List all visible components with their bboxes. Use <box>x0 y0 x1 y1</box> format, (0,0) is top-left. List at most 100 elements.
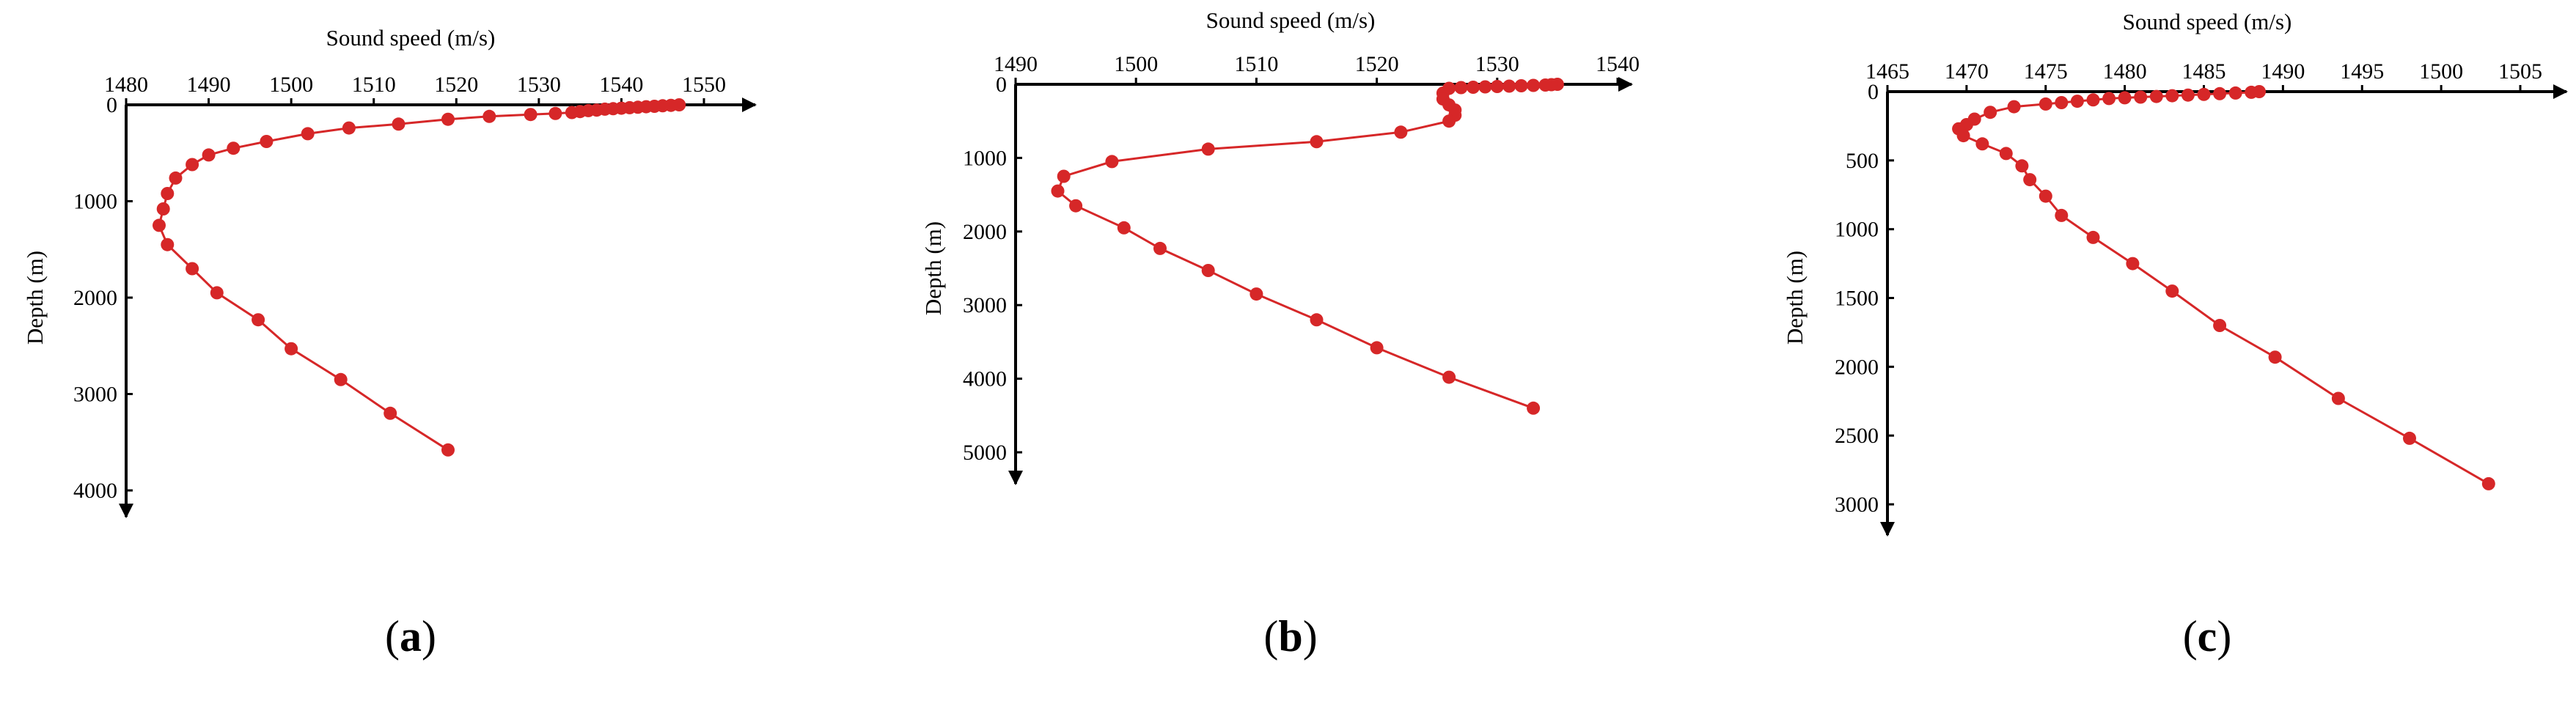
data-point <box>2403 431 2416 445</box>
data-point <box>1999 147 2013 161</box>
data-point <box>334 372 348 386</box>
data-point <box>2481 476 2495 490</box>
x-tick-label: 1490 <box>994 52 1038 76</box>
y-tick-label: 0 <box>996 73 1007 97</box>
data-point <box>565 106 579 119</box>
x-tick-label: 1480 <box>104 73 148 97</box>
x-tick-label: 1490 <box>187 73 231 97</box>
x-tick-label: 1485 <box>2182 59 2226 84</box>
data-point <box>1454 81 1468 95</box>
y-tick-label: 1000 <box>963 146 1007 170</box>
data-point <box>2055 208 2069 222</box>
data-point <box>169 171 183 185</box>
y-tick-label: 3000 <box>963 293 1007 317</box>
data-point <box>2039 97 2052 111</box>
data-point <box>1975 137 1989 151</box>
data-point <box>482 109 496 123</box>
x-tick-label: 1500 <box>2419 59 2463 84</box>
data-point <box>186 158 199 172</box>
data-point <box>2086 93 2100 107</box>
data-point <box>301 127 315 141</box>
data-point <box>210 286 224 300</box>
panel-c: 1465 1470 1475 1480 1485 1490 1495 1500 1505 0 500… <box>1782 9 2568 660</box>
data-point <box>1490 80 1504 93</box>
data-point <box>1250 287 1263 301</box>
data-point <box>260 135 274 148</box>
data-point <box>285 342 298 356</box>
y-tick-label: 2500 <box>1835 424 1879 448</box>
series-line <box>158 103 680 452</box>
data-point <box>1527 401 1541 415</box>
y-axis-title: Depth (m) <box>920 221 946 315</box>
y-tick-label: 2000 <box>73 286 117 310</box>
series-line <box>1056 83 1557 410</box>
data-point <box>1514 79 1528 92</box>
data-point <box>1467 81 1480 94</box>
y-tick-label: 2000 <box>963 220 1007 244</box>
data-point <box>252 313 265 327</box>
data-point <box>2245 85 2258 99</box>
data-point <box>161 187 175 200</box>
data-point <box>2015 159 2029 173</box>
y-tick-label: 1500 <box>1835 287 1879 311</box>
data-point <box>1442 370 1456 384</box>
data-point <box>202 148 216 162</box>
data-point <box>1538 78 1552 92</box>
data-point <box>2165 284 2179 298</box>
data-point <box>227 141 241 155</box>
data-point <box>441 112 455 126</box>
data-point <box>2126 257 2140 270</box>
data-point <box>1442 114 1456 128</box>
data-point <box>153 218 166 232</box>
data-point <box>1478 80 1492 94</box>
data-point <box>1502 79 1516 93</box>
x-tick-label: 1510 <box>352 73 396 97</box>
x-tick-label: 1530 <box>517 73 561 97</box>
x-axis-title: Sound speed (m/s) <box>1206 7 1376 33</box>
data-point <box>342 121 356 135</box>
x-axis-title: Sound speed (m/s) <box>326 25 496 51</box>
data-point <box>2228 86 2242 100</box>
data-point <box>2102 92 2116 106</box>
data-point <box>2070 95 2084 108</box>
data-point <box>1117 221 1131 235</box>
x-tick-label: 1505 <box>2498 59 2542 84</box>
x-tick-label: 1500 <box>269 73 313 97</box>
panel-label: (c) <box>2183 612 2232 660</box>
data-point <box>156 202 170 216</box>
y-axis-title: Depth (m) <box>1782 251 1808 345</box>
data-point <box>2331 391 2345 405</box>
data-point <box>1057 169 1071 183</box>
data-point <box>2197 87 2211 101</box>
data-point <box>441 443 455 457</box>
y-tick-label: 500 <box>1846 149 1879 173</box>
data-point <box>2023 173 2037 187</box>
data-point <box>1310 313 1324 327</box>
data-point <box>2007 100 2021 114</box>
data-point <box>2268 350 2282 364</box>
data-point <box>2213 319 2227 332</box>
data-point <box>2134 90 2148 104</box>
data-point <box>1394 125 1408 139</box>
data-point <box>161 238 175 251</box>
data-point <box>2213 87 2227 100</box>
y-tick-label: 1000 <box>1835 218 1879 242</box>
x-tick-label: 1540 <box>599 73 643 97</box>
panel-a: 1480 1490 1500 1510 1520 1530 1540 1550 0 1000 200… <box>22 25 757 660</box>
x-tick-label: 1520 <box>434 73 478 97</box>
y-tick-label: 5000 <box>963 441 1007 465</box>
x-tick-label: 1530 <box>1475 52 1519 76</box>
panel-label: (a) <box>385 612 436 660</box>
x-tick-label: 1480 <box>2103 59 2147 84</box>
x-tick-label: 1510 <box>1234 52 1278 76</box>
series-line <box>1956 90 2489 485</box>
data-point <box>1956 129 1970 143</box>
data-point <box>1370 341 1384 355</box>
data-point <box>392 117 406 131</box>
data-point <box>1201 264 1215 277</box>
data-point <box>2086 230 2100 244</box>
x-tick-label: 1475 <box>2024 59 2068 84</box>
y-tick-label: 0 <box>1868 80 1879 104</box>
y-tick-label: 0 <box>106 93 117 117</box>
y-tick-label: 4000 <box>73 479 117 503</box>
